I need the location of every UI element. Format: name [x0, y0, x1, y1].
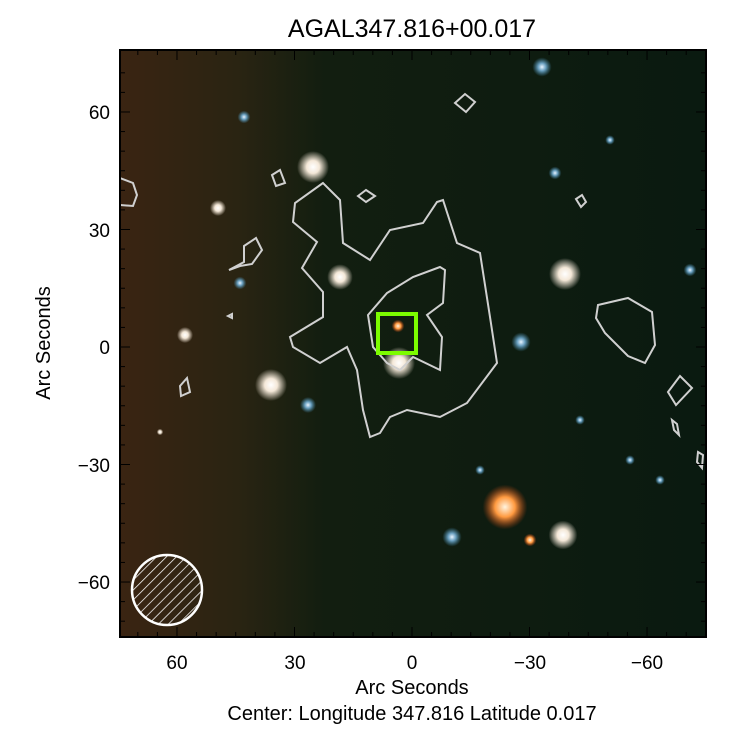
star: [625, 455, 635, 465]
contour-small: [270, 168, 287, 188]
star: [548, 166, 562, 180]
sky-image: [120, 50, 706, 637]
contour-inner: [366, 265, 447, 372]
star: [156, 428, 164, 436]
x-tick-labels: 60 30 0 −30 −60: [166, 653, 663, 674]
star: [300, 397, 316, 413]
contour-small: [670, 417, 681, 438]
beam-icon: [130, 553, 204, 627]
star: [575, 415, 585, 425]
star: [210, 200, 226, 216]
star: [475, 465, 485, 475]
contour-small: [453, 92, 477, 114]
star: [237, 110, 251, 124]
contour-small: [228, 236, 264, 271]
star: [549, 258, 581, 290]
y-tick-label: −30: [78, 456, 110, 477]
star: [327, 264, 353, 290]
star: [532, 57, 552, 77]
x-tick-label: 0: [407, 653, 418, 674]
star: [255, 369, 287, 401]
star: [233, 276, 247, 290]
star: [605, 135, 615, 145]
y-tick-label: 60: [89, 103, 110, 124]
x-tick-label: −60: [631, 653, 663, 674]
x-axis-label: Arc Seconds: [355, 677, 468, 699]
y-tick-labels: 60 30 0 −30 −60: [78, 103, 110, 594]
star: [655, 475, 665, 485]
star: [511, 332, 531, 352]
star: [548, 520, 578, 550]
contour-small: [695, 450, 705, 471]
contour-outer: [288, 181, 499, 439]
contour-small: [574, 193, 588, 209]
star: [297, 151, 329, 183]
star: [683, 263, 697, 277]
contour-small: [594, 296, 657, 365]
image-background: [120, 50, 706, 637]
y-tick-label: 0: [99, 338, 110, 359]
x-tick-label: 30: [284, 653, 305, 674]
contour-small: [120, 177, 139, 208]
y-tick-label: 30: [89, 221, 110, 242]
star: [177, 327, 193, 343]
source-marker-box: [376, 312, 418, 355]
chart-title: AGAL347.816+00.017: [288, 15, 536, 43]
contour-small: [178, 375, 192, 398]
y-axis-label: Arc Seconds: [33, 286, 55, 399]
plot-frame: [119, 49, 707, 638]
contours: [120, 92, 705, 471]
star: [523, 533, 537, 547]
axis-ticks: [120, 50, 706, 637]
stars: [156, 57, 697, 550]
star: [442, 527, 462, 547]
contour-small: [666, 374, 694, 407]
center-coordinates: Center: Longitude 347.816 Latitude 0.017: [227, 703, 596, 725]
contour-small: [356, 188, 377, 204]
star: [482, 484, 528, 530]
contour-small: [225, 312, 233, 320]
x-tick-label: −30: [514, 653, 546, 674]
star: [391, 319, 405, 333]
x-tick-label: 60: [166, 653, 187, 674]
y-tick-label: −60: [78, 573, 110, 594]
